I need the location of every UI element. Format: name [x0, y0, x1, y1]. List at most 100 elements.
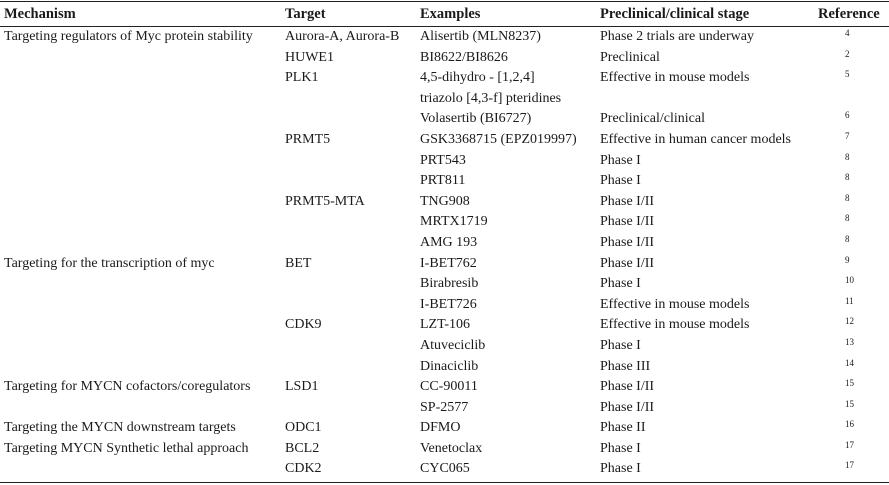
cell-stage: Phase II	[600, 420, 646, 436]
cell-stage: Phase I/II	[600, 193, 655, 209]
cell-stage: Phase I/II	[600, 255, 655, 271]
cell-stage: Effective in mouse models	[600, 70, 750, 86]
table-row: Dinaciclib Phase III 14	[0, 357, 889, 378]
cell-stage: Phase I	[600, 276, 641, 292]
table-body: Targeting regulators of Myc protein stab…	[0, 27, 889, 480]
cell-example: I-BET762	[420, 255, 477, 271]
cell-stage: Phase I/II	[600, 379, 655, 395]
cell-reference: 14	[845, 357, 854, 368]
cell-reference: 16	[845, 419, 854, 430]
header-reference: Reference	[818, 6, 880, 22]
cell-reference: 7	[845, 130, 850, 141]
header-examples: Examples	[420, 6, 481, 22]
cell-mechanism: Targeting MYCN Synthetic lethal approach	[4, 440, 249, 456]
cell-mechanism: Targeting the MYCN downstream targets	[4, 420, 236, 436]
cell-reference: 8	[845, 172, 850, 183]
cell-reference: 10	[845, 275, 854, 286]
cell-reference: 6	[845, 110, 850, 121]
table-row: Targeting for the transcription of myc BE…	[0, 254, 889, 275]
cell-stage: Phase I	[600, 461, 641, 477]
cell-target: PRMT5-MTA	[285, 193, 365, 209]
cell-target: PRMT5	[285, 131, 331, 147]
cell-stage: Effective in mouse models	[600, 296, 750, 312]
header-mechanism: Mechanism	[4, 6, 76, 22]
cell-stage: Phase I	[600, 152, 641, 168]
cell-target: ODC1	[285, 420, 322, 436]
cell-reference: 8	[845, 151, 850, 162]
cell-example: 4,5-dihydro - [1,2,4]	[420, 70, 535, 86]
cell-reference: 13	[845, 336, 854, 347]
table-row: SP-2577 Phase I/II 15	[0, 398, 889, 419]
cell-example: Dinaciclib	[420, 358, 479, 374]
table-row: PRT543 Phase I 8	[0, 151, 889, 172]
cell-target: LSD1	[285, 379, 319, 395]
table-row: CDK9 LZT-106 Effective in mouse models 12	[0, 315, 889, 336]
cell-reference: 4	[845, 28, 850, 38]
cell-stage: Phase I	[600, 337, 641, 353]
cell-example: Venetoclax	[420, 440, 483, 456]
cell-reference: 15	[845, 378, 854, 389]
cell-stage: Phase 2 trials are underway	[600, 29, 754, 44]
cell-example: PRT543	[420, 152, 466, 168]
cell-example: CC-90011	[420, 379, 478, 395]
cell-example: Volasertib (BI6727)	[420, 111, 532, 127]
cell-target: CDK2	[285, 461, 322, 477]
cell-stage: Preclinical/clinical	[600, 111, 705, 127]
cell-example: LZT-106	[420, 317, 471, 333]
table-bottom-rule	[0, 482, 889, 483]
cell-reference: 11	[845, 295, 854, 306]
table-row: Volasertib (BI6727) Preclinical/clinical 6	[0, 109, 889, 130]
cell-stage: Phase I	[600, 173, 641, 189]
cell-reference: 8	[845, 192, 850, 203]
cell-mechanism: Targeting for MYCN cofactors/coregulator…	[4, 379, 251, 395]
cell-mechanism: Targeting for the transcription of myc	[4, 255, 215, 271]
cell-target: CDK9	[285, 317, 322, 333]
table-row: PRT811 Phase I 8	[0, 171, 889, 192]
cell-reference: 8	[845, 233, 850, 244]
header-target: Target	[285, 6, 326, 22]
cell-target: HUWE1	[285, 49, 334, 65]
cell-example: Atuveciclib	[420, 337, 486, 353]
cell-example: DFMO	[420, 420, 461, 436]
cell-reference: 15	[845, 398, 854, 409]
table-top-rule	[0, 1, 889, 2]
cell-example: TNG908	[420, 193, 470, 209]
table-row: HUWE1 BI8622/BI8626 Preclinical 2	[0, 48, 889, 69]
cell-stage: Phase III	[600, 358, 651, 374]
cell-example: Birabresib	[420, 276, 479, 292]
cell-example: AMG 193	[420, 234, 478, 250]
cell-example: BI8622/BI8626	[420, 49, 508, 65]
cell-example: triazolo [4,3-f] pteridines	[420, 90, 562, 106]
cell-example: I-BET726	[420, 296, 477, 312]
cell-target: BET	[285, 255, 312, 271]
table-row: Targeting regulators of Myc protein stab…	[0, 27, 889, 48]
cell-target: PLK1	[285, 70, 319, 86]
table-row: Targeting MYCN Synthetic lethal approach…	[0, 439, 889, 460]
table-row: Targeting for MYCN cofactors/coregulator…	[0, 377, 889, 398]
cell-reference: 5	[845, 69, 850, 80]
cell-stage: Phase I/II	[600, 214, 655, 230]
cell-target: Aurora-A, Aurora-B	[285, 29, 400, 44]
cell-mechanism: Targeting regulators of Myc protein stab…	[4, 29, 253, 44]
cell-reference: 8	[845, 213, 850, 224]
cell-example: SP-2577	[420, 399, 469, 415]
cell-stage: Preclinical	[600, 49, 660, 65]
cell-reference: 2	[845, 48, 850, 59]
cell-example: Alisertib (MLN8237)	[420, 29, 541, 44]
header-stage: Preclinical/clinical stage	[600, 6, 750, 22]
table-row: Birabresib Phase I 10	[0, 274, 889, 295]
table-header-rule	[0, 26, 889, 27]
table-row: PRMT5 GSK3368715 (EPZ019997) Effective in …	[0, 130, 889, 151]
table-row: triazolo [4,3-f] pteridines	[0, 89, 889, 110]
cell-example: GSK3368715 (EPZ019997)	[420, 131, 577, 147]
cell-example: PRT811	[420, 173, 466, 189]
cell-stage: Effective in human cancer models	[600, 131, 791, 147]
table-row: I-BET726 Effective in mouse models 11	[0, 295, 889, 316]
table-row: AMG 193 Phase I/II 8	[0, 233, 889, 254]
cell-example: MRTX1719	[420, 214, 488, 230]
cell-reference: 17	[845, 460, 854, 471]
table-row: PRMT5-MTA TNG908 Phase I/II 8	[0, 192, 889, 213]
table-row: PLK1 4,5-dihydro - [1,2,4] Effective in mo…	[0, 68, 889, 89]
cell-stage: Phase I/II	[600, 234, 655, 250]
